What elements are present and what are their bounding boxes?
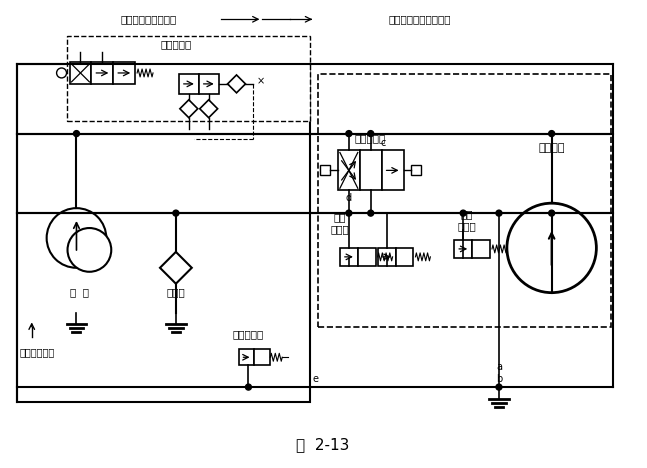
- Bar: [17, 64, 310, 402]
- Circle shape: [367, 210, 374, 216]
- Bar: [454, 240, 472, 258]
- Circle shape: [67, 228, 111, 272]
- Text: 液壓馬達: 液壓馬達: [538, 144, 565, 154]
- Text: d: d: [345, 193, 352, 203]
- Bar: [382, 151, 404, 190]
- Bar: [358, 248, 376, 266]
- Text: b: b: [496, 374, 502, 384]
- Text: a: a: [496, 362, 502, 372]
- Bar: [199, 74, 219, 94]
- Bar: [179, 74, 199, 94]
- Polygon shape: [228, 75, 245, 93]
- Bar: [254, 349, 270, 365]
- Circle shape: [56, 68, 67, 78]
- Circle shape: [74, 131, 80, 137]
- Text: 高壓
安全閥: 高壓 安全閥: [331, 212, 349, 234]
- Bar: [67, 36, 310, 121]
- Text: 图  2-13: 图 2-13: [296, 437, 349, 452]
- Circle shape: [549, 131, 554, 137]
- Text: 冷卻
溢流閥: 冷卻 溢流閥: [458, 209, 477, 231]
- Text: 液壓換向閥: 液壓換向閥: [354, 133, 386, 144]
- Text: 主液壓泵流量控制閥: 主液壓泵流量控制閥: [121, 15, 177, 24]
- Circle shape: [507, 203, 597, 292]
- Polygon shape: [200, 100, 217, 117]
- Polygon shape: [180, 100, 198, 117]
- Text: 補油溢流閥: 補油溢流閥: [233, 329, 264, 339]
- Circle shape: [496, 384, 502, 390]
- Bar: [395, 248, 413, 266]
- Text: e: e: [312, 374, 318, 384]
- Text: 主  泵: 主 泵: [70, 288, 89, 298]
- Bar: [239, 349, 254, 365]
- Circle shape: [173, 210, 179, 216]
- Text: c: c: [381, 138, 386, 147]
- Circle shape: [346, 210, 352, 216]
- Text: 補油泵: 補油泵: [166, 288, 185, 298]
- Bar: [318, 74, 611, 328]
- Text: ×: ×: [256, 76, 265, 86]
- Bar: [340, 248, 358, 266]
- Bar: [338, 151, 360, 190]
- Bar: [91, 62, 113, 84]
- Circle shape: [47, 208, 106, 268]
- Circle shape: [496, 210, 502, 216]
- Text: 功率分配閥: 功率分配閥: [160, 39, 192, 49]
- Circle shape: [460, 210, 466, 216]
- Text: 來自拌和系統壓力油路: 來自拌和系統壓力油路: [388, 15, 451, 24]
- Circle shape: [346, 131, 352, 137]
- Bar: [472, 240, 490, 258]
- Bar: [113, 62, 135, 84]
- Circle shape: [245, 384, 252, 390]
- Polygon shape: [160, 252, 192, 284]
- Bar: [378, 248, 395, 266]
- Circle shape: [367, 131, 374, 137]
- Bar: [320, 165, 330, 176]
- Circle shape: [549, 210, 554, 216]
- Text: 來自轉向系統: 來自轉向系統: [20, 347, 55, 357]
- Bar: [360, 151, 382, 190]
- Bar: [69, 62, 91, 84]
- Bar: [411, 165, 421, 176]
